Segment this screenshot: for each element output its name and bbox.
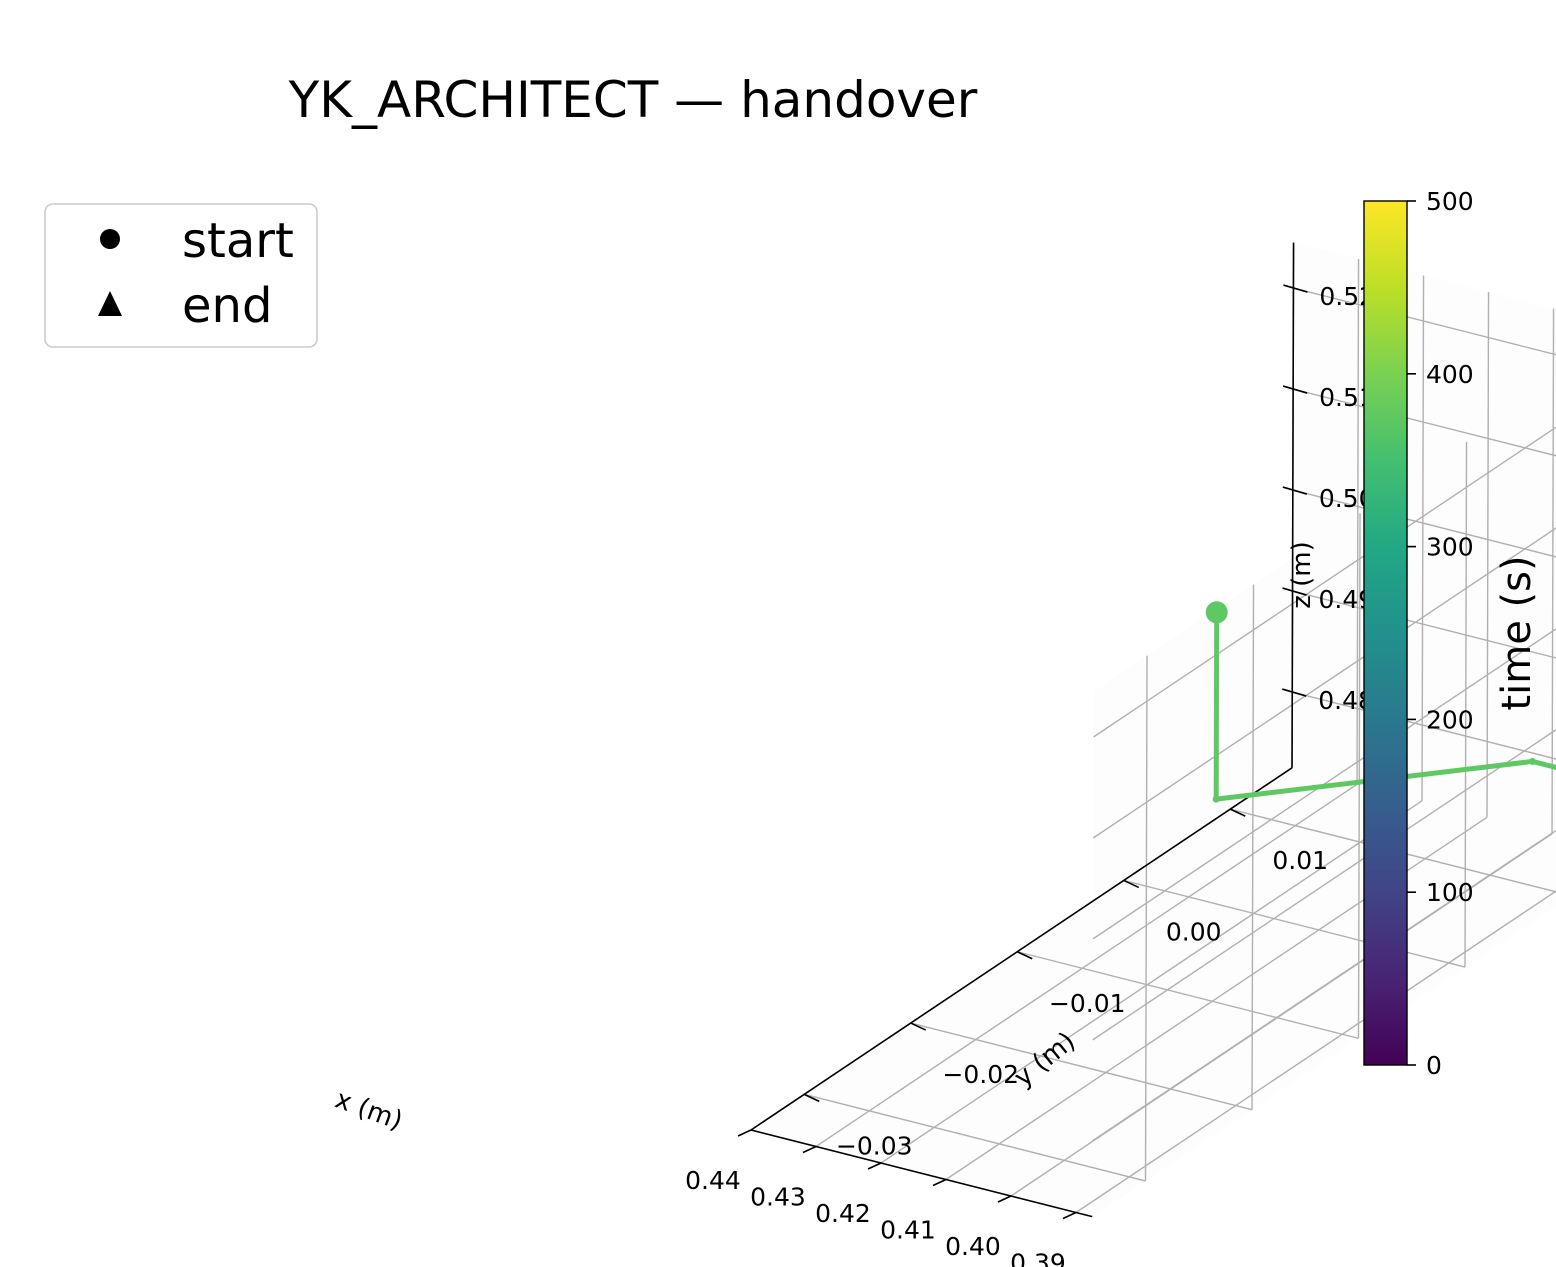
- chart-title: YK_ARCHITECT — handover: [288, 71, 978, 129]
- x-tick-label-5: 0.44: [685, 1166, 741, 1195]
- x-tick-label-3: 0.42: [815, 1199, 871, 1228]
- colorbar-tick-label-5: 500: [1426, 187, 1474, 216]
- x-tick-label-0: 0.39: [1010, 1249, 1066, 1267]
- grid-x-floor-0: [1075, 890, 1556, 1214]
- z-axis-line: [1291, 242, 1295, 768]
- z-tick-0: [1282, 688, 1307, 697]
- colorbar-tick-label-3: 300: [1426, 533, 1474, 562]
- x-tick-label-4: 0.43: [750, 1183, 806, 1212]
- colorbar-tick-label-1: 100: [1426, 878, 1474, 907]
- grid-y-floor-3: [1123, 879, 1466, 968]
- y-tick-4: [1229, 808, 1246, 817]
- x-tick-5: [737, 1129, 752, 1137]
- grid-z-side-0: [1092, 829, 1556, 1142]
- y-tick-1: [910, 1022, 927, 1031]
- grid-z-back-2: [1292, 489, 1556, 558]
- colorbar-ticks: 0 100 200 300 400 500: [1407, 187, 1474, 1080]
- legend-start-marker: [100, 229, 120, 249]
- z-tick-1: [1282, 587, 1307, 596]
- grid-x-back-2: [1486, 292, 1490, 818]
- y-tick-2: [1016, 951, 1033, 960]
- grid-z-back-1: [1292, 590, 1556, 659]
- colorbar-label: time (s): [1494, 555, 1540, 710]
- legend-end-marker: [98, 291, 122, 316]
- x-tick-4: [802, 1145, 817, 1154]
- x-tick-2: [932, 1178, 947, 1187]
- y-tick-label-3: 0.00: [1166, 917, 1222, 946]
- grid-y-floor-1: [910, 1022, 1253, 1111]
- legend: start end: [44, 203, 318, 348]
- grid-z-back-4: [1293, 287, 1556, 356]
- grid-z-back-3: [1292, 388, 1556, 457]
- z-tick-3: [1282, 385, 1308, 394]
- grid-y-side-2: [1357, 513, 1361, 1039]
- axes: 0.39 0.40 0.41 0.42 0.43 0.44 −0.03 −0.02 −0.01 0…: [685, 242, 1375, 1267]
- z-tick-2: [1282, 486, 1308, 495]
- grid-y-floor-0: [804, 1093, 1146, 1182]
- colorbar-tick-label-4: 400: [1426, 360, 1474, 389]
- grid-y-floor-2: [1017, 951, 1359, 1040]
- x-tick-3: [867, 1162, 882, 1170]
- y-tick-0: [803, 1093, 820, 1103]
- grid-z-back-0: [1292, 691, 1556, 760]
- y-tick-label-1: −0.02: [942, 1060, 1019, 1089]
- trajectory-point-0-2: [1528, 757, 1536, 765]
- x-axis-line: [750, 1129, 1093, 1218]
- x-tick-0: [1062, 1211, 1077, 1220]
- colorbar-gradient: [1363, 200, 1408, 1066]
- legend-end-label: end: [182, 278, 272, 334]
- colorbar-tick-label-2: 200: [1426, 705, 1474, 734]
- grid-x-back-3: [1421, 275, 1425, 801]
- y-tick-label-0: −0.03: [836, 1131, 913, 1160]
- trajectory-series: [1205, 601, 1556, 803]
- z-tick-4: [1283, 284, 1308, 293]
- y-axis-line: [750, 767, 1293, 1131]
- colorbar-tick-label-0: 0: [1426, 1051, 1442, 1080]
- legend-start-label: start: [182, 213, 294, 269]
- y-tick-label-2: −0.01: [1049, 989, 1126, 1018]
- y-tick-label-4: 0.01: [1272, 846, 1328, 875]
- x-tick-1: [997, 1195, 1012, 1203]
- y-tick-3: [1123, 879, 1140, 889]
- grid-y-side-0: [1144, 655, 1148, 1181]
- trajectory-point-0-1: [1212, 795, 1220, 803]
- grid-x-back-4: [1356, 259, 1360, 785]
- colorbar: 0 100 200 300 400 500 time (s): [1363, 187, 1540, 1080]
- x-axis-label: x (m): [331, 1085, 406, 1137]
- start-marker-0: [1205, 601, 1228, 624]
- grid-y-side-1: [1251, 584, 1255, 1110]
- z-axis-label: z (m): [1287, 541, 1317, 609]
- grid-x-floor-4: [815, 783, 1358, 1148]
- x-tick-label-1: 0.40: [945, 1232, 1001, 1261]
- x-tick-label-2: 0.41: [880, 1216, 936, 1245]
- grid-x-back-1: [1551, 308, 1555, 834]
- grid-y-side-3: [1464, 441, 1468, 968]
- grid-z-side-1: [1092, 728, 1556, 1041]
- grid-x-floor-3: [880, 800, 1423, 1164]
